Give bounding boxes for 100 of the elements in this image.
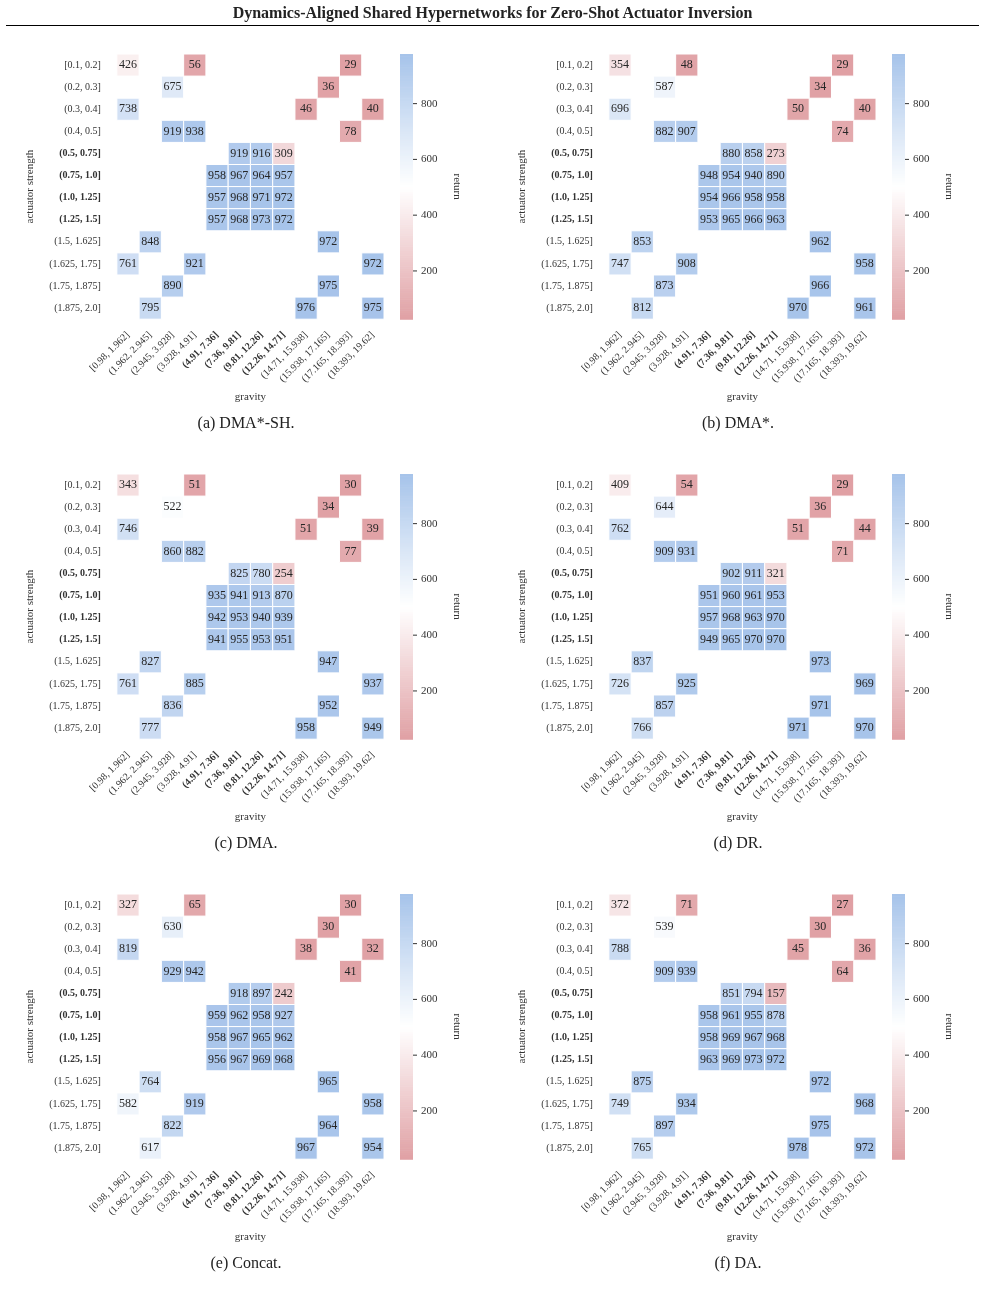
color-bar-title: return <box>944 173 957 201</box>
data-label: 39 <box>366 521 379 536</box>
y-tick-label: (0.2, 0.3] <box>64 500 101 513</box>
data-label: 973 <box>811 653 830 668</box>
data-label: 913 <box>252 587 271 602</box>
color-bar-title: return <box>452 593 465 621</box>
text: (b) DMA*. <box>701 414 775 432</box>
data-label: 949 <box>363 720 382 735</box>
x-axis-title: gravity <box>234 390 267 403</box>
data-label: 522 <box>163 499 182 514</box>
data-label: 836 <box>163 698 182 713</box>
data-label: 909 <box>655 963 674 978</box>
y-axis-title: actuator strength <box>23 569 36 644</box>
data-label: 50 <box>792 101 805 116</box>
data-label: 851 <box>722 985 741 1000</box>
y-tick-label: (0.4, 0.5] <box>64 964 101 977</box>
data-label: 848 <box>141 233 160 248</box>
data-label: 963 <box>700 1051 719 1066</box>
y-tick-label: [0.1, 0.2] <box>556 58 593 70</box>
data-label: 40 <box>858 101 871 116</box>
data-label: 966 <box>744 211 763 226</box>
data-label: 939 <box>677 963 696 978</box>
y-tick-label: (1.75, 1.875] <box>49 1119 101 1132</box>
data-label: 909 <box>655 543 674 558</box>
data-label: 957 <box>208 211 227 226</box>
data-label: 908 <box>677 256 696 271</box>
color-bar-label: 400 <box>913 628 930 641</box>
y-tick-label: (1.875, 2.0] <box>546 301 593 314</box>
y-tick-label: (0.5, 0.75] <box>551 567 593 580</box>
y-tick-label: (1.875, 2.0] <box>54 1141 101 1154</box>
data-label: 617 <box>141 1140 160 1155</box>
data-label: 34 <box>814 79 827 94</box>
y-tick-label: (1.25, 1.5] <box>59 1053 101 1066</box>
data-label: 726 <box>610 676 629 691</box>
data-label: 858 <box>744 145 763 160</box>
data-label: 958 <box>252 1007 271 1022</box>
data-label: 962 <box>230 1007 249 1022</box>
data-label: 947 <box>319 653 338 668</box>
data-label: 56 <box>188 57 201 72</box>
data-label: 940 <box>744 167 763 182</box>
data-label: 54 <box>680 477 693 492</box>
data-label: 919 <box>230 145 249 160</box>
y-tick-label: (1.875, 2.0] <box>546 721 593 734</box>
data-label: 952 <box>319 698 338 713</box>
data-label: 967 <box>297 1140 316 1155</box>
data-label: 696 <box>610 101 629 116</box>
data-label: 939 <box>274 609 293 624</box>
data-label: 30 <box>344 477 357 492</box>
data-label: 967 <box>744 1029 763 1044</box>
color-bar-label: 400 <box>421 208 438 221</box>
data-label: 761 <box>118 676 137 691</box>
data-label: 958 <box>363 1096 382 1111</box>
text: (d) DR. <box>712 834 764 852</box>
data-label: 747 <box>610 256 629 271</box>
y-tick-label: (1.0, 1.25] <box>551 1031 593 1044</box>
y-tick-label: (0.2, 0.3] <box>64 920 101 933</box>
data-label: 30 <box>322 919 335 934</box>
data-label: 969 <box>855 676 874 691</box>
data-label: 812 <box>633 300 652 315</box>
y-tick-label: (1.25, 1.5] <box>551 1053 593 1066</box>
data-label: 963 <box>766 211 785 226</box>
data-label: 44 <box>858 521 871 536</box>
data-label: 957 <box>274 167 293 182</box>
y-tick-label: (1.875, 2.0] <box>54 301 101 314</box>
y-tick-label: (0.2, 0.3] <box>556 500 593 513</box>
data-label: 777 <box>141 720 160 735</box>
data-label: 931 <box>677 543 696 558</box>
data-label: 675 <box>163 79 182 94</box>
data-label: 885 <box>185 676 204 691</box>
data-label: 976 <box>297 300 316 315</box>
data-label: 972 <box>766 1051 785 1066</box>
data-label: 870 <box>274 587 293 602</box>
x-axis-title: gravity <box>726 390 759 403</box>
data-label: 968 <box>855 1096 874 1111</box>
data-label: 951 <box>274 631 293 646</box>
color-bar-label: 200 <box>913 683 930 696</box>
data-label: 970 <box>766 631 785 646</box>
data-label: 630 <box>163 919 182 934</box>
y-tick-label: (1.5, 1.625] <box>546 655 593 668</box>
data-label: 64 <box>836 963 849 978</box>
x-axis-title: gravity <box>726 810 759 823</box>
text: (f) DA. <box>713 1254 763 1272</box>
text: (e) Concat. <box>209 1254 283 1272</box>
data-label: 972 <box>274 189 293 204</box>
y-tick-label: (0.3, 0.4] <box>556 942 593 955</box>
data-label: 273 <box>766 145 785 160</box>
data-label: 644 <box>655 499 674 514</box>
data-label: 968 <box>766 1029 785 1044</box>
data-label: 795 <box>141 300 160 315</box>
y-tick-label: (0.3, 0.4] <box>64 942 101 955</box>
y-tick-label: (1.625, 1.75] <box>541 1097 593 1110</box>
data-label: 955 <box>230 631 249 646</box>
data-label: 969 <box>252 1051 271 1066</box>
data-label: 873 <box>655 278 674 293</box>
y-axis-title: actuator strength <box>515 569 528 644</box>
color-bar-label: 600 <box>421 152 438 165</box>
data-label: 948 <box>700 167 719 182</box>
data-label: 853 <box>633 233 652 248</box>
y-tick-label: (0.75, 1.0] <box>59 589 101 602</box>
y-tick-label: (1.5, 1.625] <box>546 1075 593 1088</box>
